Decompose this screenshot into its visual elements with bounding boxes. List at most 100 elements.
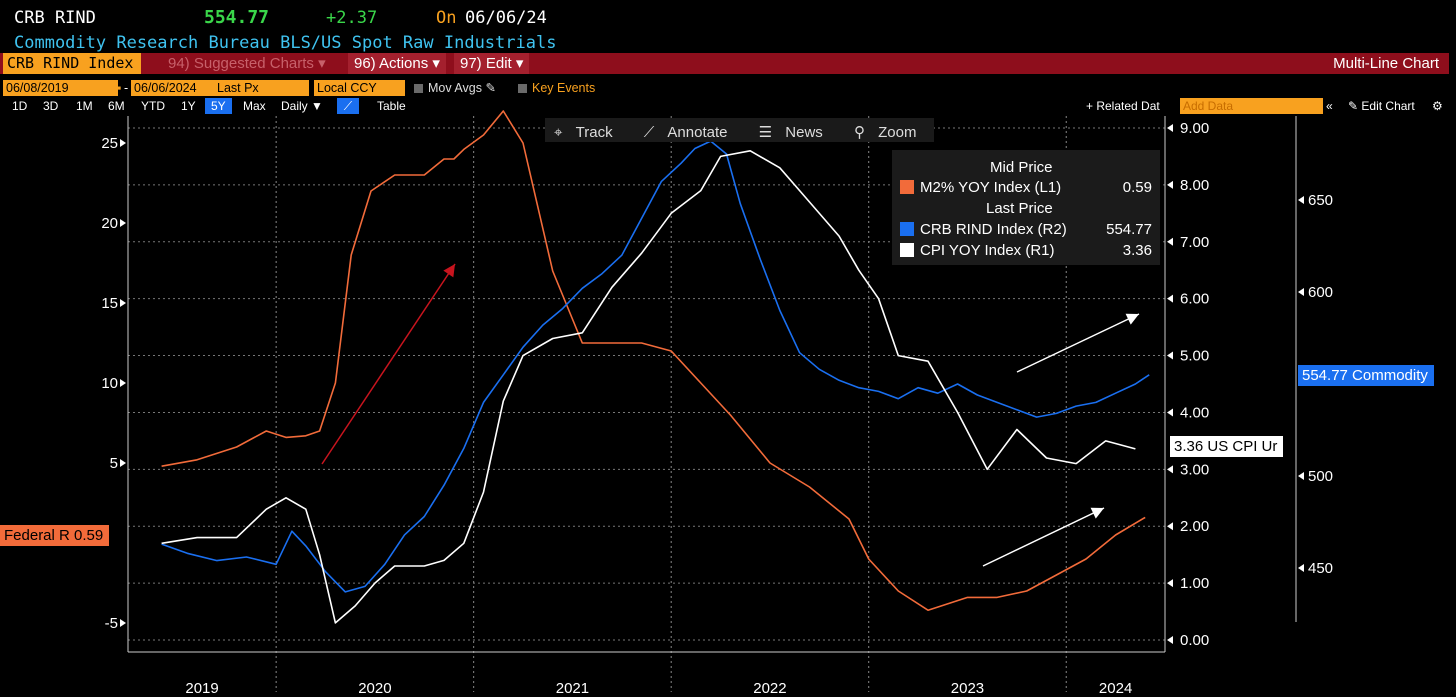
left-tick-label: 5 xyxy=(110,455,118,472)
right1-tick-label: 3.00 xyxy=(1180,461,1209,478)
currency-select[interactable]: Local CCY xyxy=(314,80,405,96)
right2-tick-marker xyxy=(1298,472,1304,480)
red-arrow-head xyxy=(443,264,455,278)
right2-tick-marker xyxy=(1298,564,1304,572)
x-tick-label: 2019 xyxy=(185,680,218,697)
frequency-select[interactable]: Daily ▼ xyxy=(281,99,323,113)
edit-menu[interactable]: 97) Edit ▾ xyxy=(454,53,530,74)
white-arrow-upper xyxy=(1016,313,1140,373)
legend-entry-crb[interactable]: CRB RIND Index (R2) 554.77 xyxy=(900,220,1152,240)
date-separator: - xyxy=(124,81,129,95)
annotation-arrows xyxy=(321,263,1140,567)
annotate-tool[interactable]: ⟋ Annotate xyxy=(643,124,728,141)
legend-value-m2: 0.59 xyxy=(1122,179,1152,196)
period-1y[interactable]: 1Y xyxy=(181,99,196,113)
right1-tick-marker xyxy=(1167,636,1173,644)
add-data-input[interactable]: Add Data xyxy=(1180,98,1323,114)
white-arrow-lower-head xyxy=(1090,507,1104,519)
security-field[interactable]: CRB RIND Index xyxy=(3,53,141,74)
mov-avgs-toggle[interactable]: Mov Avgs ✎ xyxy=(414,80,496,96)
red-arrow xyxy=(321,263,456,465)
period-1m[interactable]: 1M xyxy=(76,99,93,113)
right1-tick-label: 5.00 xyxy=(1180,348,1209,365)
left-tick-label: 20 xyxy=(101,215,118,232)
period-6m[interactable]: 6M xyxy=(108,99,125,113)
multi-line-chart-label: Multi-Line Chart xyxy=(1333,55,1439,72)
period-bar: 1D 3D 1M 6M YTD 1Y 5Y Max Daily ▼ ⟋ Tabl… xyxy=(0,97,1456,115)
on-label: On xyxy=(436,8,457,28)
checkbox-icon xyxy=(518,84,527,94)
legend-entry-m2[interactable]: M2% YOY Index (L1) 0.59 xyxy=(900,178,1152,198)
white-arrow-upper-head xyxy=(1125,313,1139,325)
x-tick-label: 2020 xyxy=(358,680,391,697)
right1-tick-label: 9.00 xyxy=(1180,120,1209,137)
left-tick-marker xyxy=(120,459,126,467)
news-tool[interactable]: ☰ News xyxy=(758,124,823,141)
series-line-m2 xyxy=(161,110,1146,611)
price-field-select[interactable]: Last Px xyxy=(214,80,309,96)
date-range-bar: 06/08/2019 ▪ - 06/06/2024 ▪ Last Px Loca… xyxy=(0,79,1456,97)
right1-tick-marker xyxy=(1167,237,1173,246)
right1-tick-label: 0.00 xyxy=(1180,632,1209,649)
calendar-icon[interactable]: ▪ xyxy=(117,81,122,95)
white-arrow-lower xyxy=(982,507,1105,567)
legend-value-cpi: 3.36 xyxy=(1122,242,1152,259)
grid-lines xyxy=(128,116,1165,692)
right1-tick-label: 1.00 xyxy=(1180,575,1209,592)
actions-menu[interactable]: 96) Actions ▾ xyxy=(348,53,446,74)
period-5y[interactable]: 5Y xyxy=(205,98,232,114)
edit-chart-button[interactable]: ✎ Edit Chart xyxy=(1348,99,1415,113)
period-ytd[interactable]: YTD xyxy=(141,99,165,113)
left-tick-label: -5 xyxy=(105,615,118,632)
x-tick-label: 2021 xyxy=(556,680,589,697)
right1-tick-label: 2.00 xyxy=(1180,518,1209,535)
x-axis-labels: 2019 2020 2021 2022 2023 2024 xyxy=(185,680,1132,697)
checkbox-icon xyxy=(414,84,423,94)
legend-swatch-m2 xyxy=(900,180,914,194)
x-tick-label: 2024 xyxy=(1099,680,1132,697)
right2-tick-label: 450 xyxy=(1308,560,1333,577)
x-tick-label: 2022 xyxy=(753,680,786,697)
legend-last-price-heading: Last Price xyxy=(986,200,1053,217)
left-tick-label: 25 xyxy=(101,135,118,152)
right1-tick-marker xyxy=(1167,180,1173,189)
federal-callout: Federal R 0.59 xyxy=(0,525,110,546)
left-tick-label: 15 xyxy=(101,295,118,312)
commodity-callout: 554.77 Commodity xyxy=(1298,365,1434,386)
period-max[interactable]: Max xyxy=(243,99,266,113)
left-tick-marker xyxy=(120,139,126,147)
right1-tick-label: 8.00 xyxy=(1180,177,1209,194)
chart-header: CRB RIND 554.77 +2.37 On 06/06/24 xyxy=(0,0,1456,34)
key-events-toggle[interactable]: Key Events xyxy=(518,80,595,96)
collapse-icon[interactable]: « xyxy=(1326,99,1333,113)
right2-tick-label: 650 xyxy=(1308,192,1333,209)
security-description: Commodity Research Bureau BLS/US Spot Ra… xyxy=(14,33,557,53)
left-tick-marker xyxy=(120,299,126,307)
right1-tick-marker xyxy=(1167,124,1173,132)
related-data-button[interactable]: + Related Dat xyxy=(1086,99,1160,113)
line-chart-icon[interactable]: ⟋ xyxy=(337,98,359,114)
ticker-label: CRB RIND xyxy=(14,8,96,28)
legend-entry-cpi[interactable]: CPI YOY Index (R1) 3.36 xyxy=(900,241,1152,261)
right1-tick-marker xyxy=(1167,522,1173,531)
suggested-charts-menu[interactable]: 94) Suggested Charts ▾ xyxy=(168,55,326,72)
period-1d[interactable]: 1D xyxy=(12,99,28,113)
left-tick-marker xyxy=(120,379,126,387)
right2-tick-label: 600 xyxy=(1308,284,1333,301)
zoom-tool[interactable]: ⚲ Zoom xyxy=(853,124,917,141)
right1-tick-marker xyxy=(1167,351,1173,360)
legend-swatch-cpi xyxy=(900,243,914,257)
chart-tools: ⌖ Track ⟋ Annotate ☰ News ⚲ Zoom xyxy=(545,118,935,142)
legend-mid-price-heading: Mid Price xyxy=(990,159,1053,176)
axes xyxy=(127,116,1297,653)
gear-icon[interactable]: ⚙ xyxy=(1432,99,1443,113)
table-button[interactable]: Table xyxy=(377,99,406,113)
right2-tick-marker xyxy=(1298,288,1304,296)
period-3d[interactable]: 3D xyxy=(43,99,59,113)
price-value: 554.77 xyxy=(204,7,270,28)
start-date-field[interactable]: 06/08/2019 xyxy=(3,80,118,96)
series-lines xyxy=(161,110,1150,624)
end-date-field[interactable]: 06/06/2024 xyxy=(131,80,226,96)
track-tool[interactable]: ⌖ Track xyxy=(554,124,613,141)
